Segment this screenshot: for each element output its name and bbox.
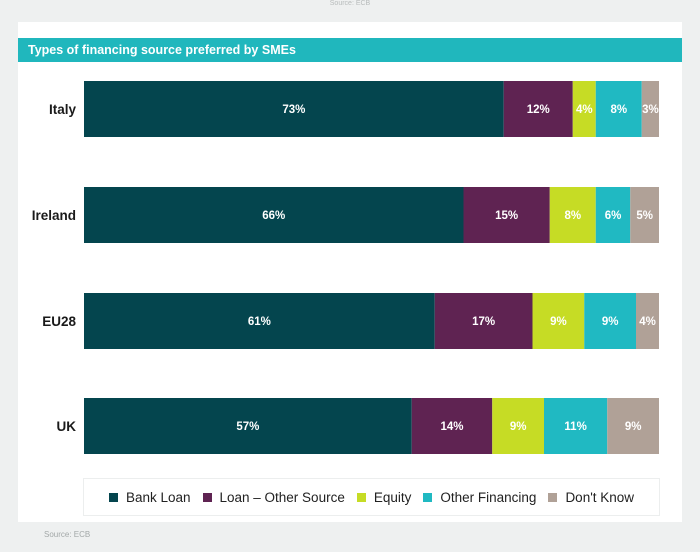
bar-eu28-other-financing [584,293,636,349]
bar-uk-bank-loan [84,398,412,454]
bar-eu28-loan-other-source [434,293,533,349]
data-label-ireland-equity: 8% [564,210,581,222]
data-label-ireland-don-t-know: 5% [636,210,653,222]
data-label-eu28-equity: 9% [550,316,567,328]
bar-italy-don-t-know [641,81,659,137]
bar-uk-don-t-know [607,398,659,454]
legend-swatch-loan-other-source [202,492,212,502]
legend-item-loan-other-source: Loan – Other Source [202,489,345,505]
legend: Bank Loan Loan – Other Source Equity Other … [84,479,659,515]
legend-swatch-equity [356,492,366,502]
category-label-eu28: EU28 [42,314,76,329]
data-label-ireland-bank-loan: 66% [262,210,285,222]
data-label-uk-bank-loan: 57% [236,421,259,433]
bar-uk-other-financing [544,398,608,454]
bottom-source-note: Source: ECB [44,530,91,539]
data-label-ireland-other-financing: 6% [605,210,622,222]
legend-swatch-bank-loan [108,492,118,502]
data-label-italy-equity: 4% [576,104,593,116]
title-band [18,38,682,62]
data-label-italy-bank-loan: 73% [282,104,305,116]
legend-swatch-other-financing [423,492,433,502]
bar-italy-other-financing [595,81,642,137]
category-label-italy: Italy [49,102,77,117]
data-label-italy-don-t-know: 3% [642,104,659,116]
bar-ireland-equity [549,187,596,243]
bar-eu28-don-t-know [636,293,659,349]
legend-label-loan-other-source: Loan – Other Source [219,489,345,505]
legend-item-don-t-know: Don't Know [548,490,634,505]
data-label-ireland-loan-other-source: 15% [495,210,518,222]
bar-ireland-other-financing [595,187,631,243]
category-label-uk: UK [57,419,77,434]
bar-eu28-bank-loan [84,293,435,349]
bar-ireland-bank-loan [84,187,464,243]
data-label-eu28-don-t-know: 4% [639,316,656,328]
top-source-note: Source: ECB [329,0,371,7]
data-label-uk-equity: 9% [510,421,527,433]
data-label-eu28-other-financing: 9% [602,316,619,328]
data-label-eu28-bank-loan: 61% [248,316,271,328]
data-label-uk-loan-other-source: 14% [440,421,463,433]
bar-italy-equity [572,81,596,137]
bar-eu28-equity [532,293,585,349]
legend-label-equity: Equity [373,489,412,505]
data-label-eu28-loan-other-source: 17% [472,316,495,328]
bar-uk-equity [492,398,544,454]
data-label-uk-other-financing: 11% [564,421,586,433]
legend-label-other-financing: Other Financing [440,489,537,505]
data-label-italy-other-financing: 8% [610,104,627,116]
chart-title: Types of financing source preferred by S… [28,43,296,57]
legend-item-other-financing: Other Financing [423,490,536,505]
legend-swatch-don-t-know [548,492,558,502]
legend-item-equity: Equity [356,489,412,505]
bar-ireland-don-t-know [630,187,659,243]
bar-uk-loan-other-source [411,398,493,454]
legend-item-bank-loan: Bank Loan [108,489,191,505]
bar-ireland-loan-other-source [463,187,550,243]
bar-italy-loan-other-source [503,81,573,137]
bar-italy-bank-loan [84,81,504,137]
legend-label-don-t-know: Don't Know [565,489,635,505]
legend-label-bank-loan: Bank Loan [125,489,191,505]
data-label-italy-loan-other-source: 12% [527,104,550,116]
data-label-uk-don-t-know: 9% [625,421,642,433]
category-label-ireland: Ireland [32,208,76,223]
